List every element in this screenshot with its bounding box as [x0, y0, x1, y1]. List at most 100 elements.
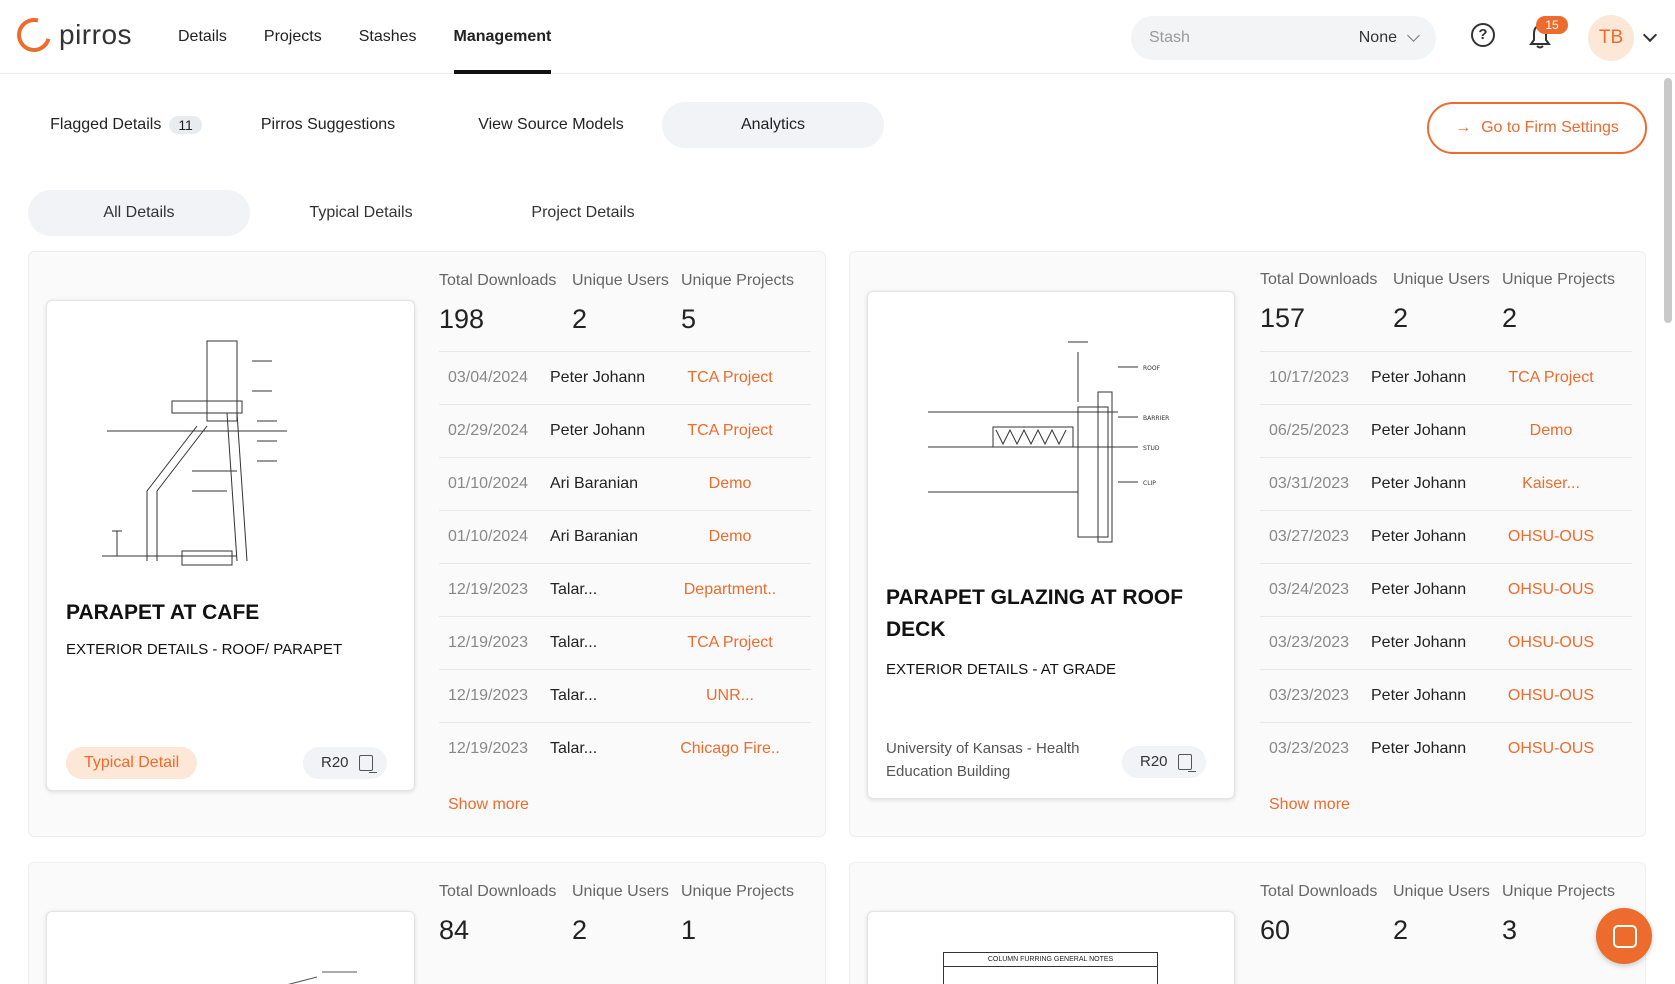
stats-values: 60 2 3 [1260, 915, 1632, 946]
filter-all-details[interactable]: All Details [28, 190, 250, 236]
download-project-link[interactable]: OHSU-OUS [1507, 687, 1595, 704]
arrow-right-icon: → [1455, 119, 1472, 136]
notification-badge: 15 [1536, 16, 1568, 34]
tab-pirros-suggestions[interactable]: Pirros Suggestions [260, 116, 396, 133]
detail-category: EXTERIOR DETAILS - AT GRADE [886, 661, 1117, 678]
detail-analytics-panel: ROOF BARRIER STUD CLIP PARAPET GLAZING A… [849, 251, 1646, 837]
unique-projects-value: 5 [681, 304, 697, 334]
download-project-link[interactable]: TCA Project [687, 369, 773, 386]
unique-users-label: Unique Users [572, 272, 669, 289]
download-project-link[interactable]: Chicago Fire.. [680, 740, 780, 757]
tab-view-source-models[interactable]: View Source Models [478, 116, 624, 133]
download-project-link[interactable]: OHSU-OUS [1507, 634, 1595, 651]
thumbnail-caption: COLUMN FURRING GENERAL NOTES [944, 956, 1157, 967]
download-project-link[interactable]: Demo [708, 528, 752, 545]
table-row: 03/23/2023 Peter Johann OHSU-OUS [1260, 722, 1632, 775]
detail-category: EXTERIOR DETAILS - ROOF/ PARAPET [66, 641, 343, 658]
download-project-link[interactable]: OHSU-OUS [1507, 528, 1595, 545]
detail-card[interactable]: ROOF BARRIER STUD CLIP PARAPET GLAZING A… [867, 291, 1235, 799]
table-row: 12/19/2023 Talar... Chicago Fire.. [439, 722, 811, 775]
nav-details[interactable]: Details [178, 28, 227, 45]
download-project-link[interactable]: OHSU-OUS [1507, 740, 1595, 757]
stats-header: Total Downloads Unique Users Unique Proj… [439, 883, 811, 901]
stash-select[interactable]: Stash None [1131, 16, 1436, 60]
table-row: 06/25/2023 Peter Johann Demo [1260, 404, 1632, 457]
download-user: Ari Baranian [550, 528, 639, 545]
stash-placeholder: Stash [1149, 29, 1190, 46]
revit-version: R20 [1140, 753, 1168, 770]
unique-users-value: 2 [1393, 303, 1409, 333]
detail-card[interactable]: COLUMN FURRING GENERAL NOTES [867, 911, 1235, 984]
tab-flagged-details[interactable]: Flagged Details 11 [28, 102, 224, 148]
nav-management[interactable]: Management [453, 0, 551, 74]
total-downloads-label: Total Downloads [439, 883, 557, 900]
stats-values: 84 2 1 [439, 915, 811, 946]
show-more-link[interactable]: Show more [1269, 796, 1350, 813]
svg-text:STUD: STUD [1143, 445, 1160, 452]
download-user: Peter Johann [550, 422, 646, 439]
download-project-link[interactable]: Demo [1529, 422, 1573, 439]
unique-users-label: Unique Users [572, 883, 669, 900]
download-user: Peter Johann [1371, 528, 1467, 545]
detail-card[interactable]: PARAPET AT CAFE EXTERIOR DETAILS - ROOF/… [46, 300, 415, 791]
go-to-firm-settings-button[interactable]: → Go to Firm Settings [1427, 102, 1647, 154]
scrollbar[interactable] [1664, 78, 1672, 323]
unique-projects-value: 3 [1502, 915, 1518, 945]
download-date: 03/23/2023 [1269, 687, 1350, 704]
download-project-link[interactable]: TCA Project [687, 634, 773, 651]
download-date: 01/10/2024 [448, 475, 529, 492]
main-nav: Details Projects Stashes Management [178, 0, 588, 74]
downloads-table: 03/04/2024 Peter Johann TCA Project 02/29/… [439, 351, 811, 775]
download-project-link[interactable]: Demo [708, 475, 752, 492]
table-row: 12/19/2023 Talar... TCA Project [439, 616, 811, 669]
download-date: 12/19/2023 [448, 687, 529, 704]
total-downloads-value: 60 [1260, 915, 1291, 945]
download-project-link[interactable]: Kaiser... [1522, 475, 1580, 492]
download-date: 10/17/2023 [1269, 369, 1350, 386]
avatar[interactable]: TB [1588, 15, 1634, 61]
help-icon[interactable]: ? [1471, 23, 1495, 47]
detail-analytics-panel: PARAPET AT CAFE EXTERIOR DETAILS - ROOF/… [28, 251, 826, 837]
chat-launcher-icon[interactable] [1596, 908, 1652, 964]
table-row: 03/24/2023 Peter Johann OHSU-OUS [1260, 563, 1632, 616]
unique-users-value: 2 [1393, 915, 1409, 945]
document-icon [1177, 754, 1196, 772]
total-downloads-value: 84 [439, 915, 470, 945]
download-project-link[interactable]: OHSU-OUS [1507, 581, 1595, 598]
unique-users-label: Unique Users [1393, 883, 1490, 900]
filter-project-details[interactable]: Project Details [531, 204, 635, 221]
download-project-link[interactable]: TCA Project [687, 422, 773, 439]
download-user: Peter Johann [550, 369, 646, 386]
download-user: Talar... [550, 740, 598, 757]
table-row: 12/19/2023 Talar... UNR... [439, 669, 811, 722]
download-project-link[interactable]: TCA Project [1508, 369, 1594, 386]
table-row: 01/10/2024 Ari Baranian Demo [439, 457, 811, 510]
total-downloads-value: 198 [439, 304, 485, 334]
table-row: 02/29/2024 Peter Johann TCA Project [439, 404, 811, 457]
stats-values: 157 2 2 [1260, 303, 1632, 334]
detail-filters: All Details Typical Details Project Deta… [28, 190, 694, 236]
download-user: Peter Johann [1371, 687, 1467, 704]
download-date: 03/27/2023 [1269, 528, 1350, 545]
detail-thumbnail [97, 952, 367, 984]
filter-typical-details[interactable]: Typical Details [309, 204, 413, 221]
download-project-link[interactable]: UNR... [706, 687, 754, 704]
tab-analytics[interactable]: Analytics [662, 102, 884, 148]
chevron-down-icon[interactable] [1642, 27, 1658, 43]
top-bar: pirros Details Projects Stashes Manageme… [0, 0, 1675, 74]
table-row: 03/23/2023 Peter Johann OHSU-OUS [1260, 669, 1632, 722]
detail-project[interactable]: University of Kansas - Health Education … [886, 740, 1080, 780]
download-project-link[interactable]: Department.. [683, 581, 777, 598]
detail-title: PARAPET GLAZING AT ROOF DECK [886, 586, 1184, 641]
pirros-logo[interactable]: pirros [10, 11, 132, 59]
unique-projects-label: Unique Projects [681, 883, 794, 900]
show-more-link[interactable]: Show more [448, 796, 529, 813]
svg-text:BARRIER: BARRIER [1143, 415, 1169, 422]
tab-label: Flagged Details [50, 116, 162, 133]
download-date: 12/19/2023 [448, 581, 529, 598]
detail-thumbnail: COLUMN FURRING GENERAL NOTES [943, 952, 1158, 984]
nav-projects[interactable]: Projects [263, 28, 322, 45]
stats-header: Total Downloads Unique Users Unique Proj… [1260, 883, 1632, 901]
nav-stashes[interactable]: Stashes [358, 28, 417, 45]
detail-card[interactable] [46, 911, 415, 984]
